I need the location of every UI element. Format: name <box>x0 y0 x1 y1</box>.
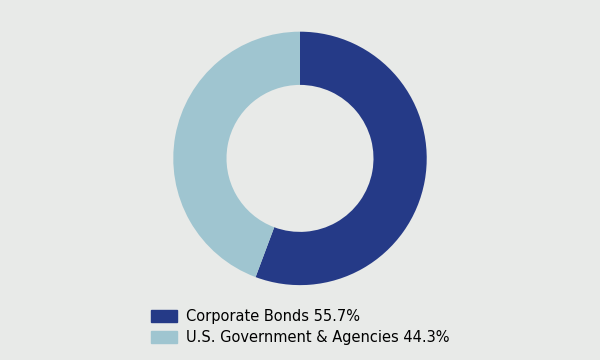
Wedge shape <box>256 32 427 285</box>
Legend: Corporate Bonds 55.7%, U.S. Government & Agencies 44.3%: Corporate Bonds 55.7%, U.S. Government &… <box>146 305 454 349</box>
Wedge shape <box>173 32 300 277</box>
